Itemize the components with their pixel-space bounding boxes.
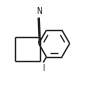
Text: N: N [36, 7, 42, 16]
Text: I: I [42, 64, 45, 73]
